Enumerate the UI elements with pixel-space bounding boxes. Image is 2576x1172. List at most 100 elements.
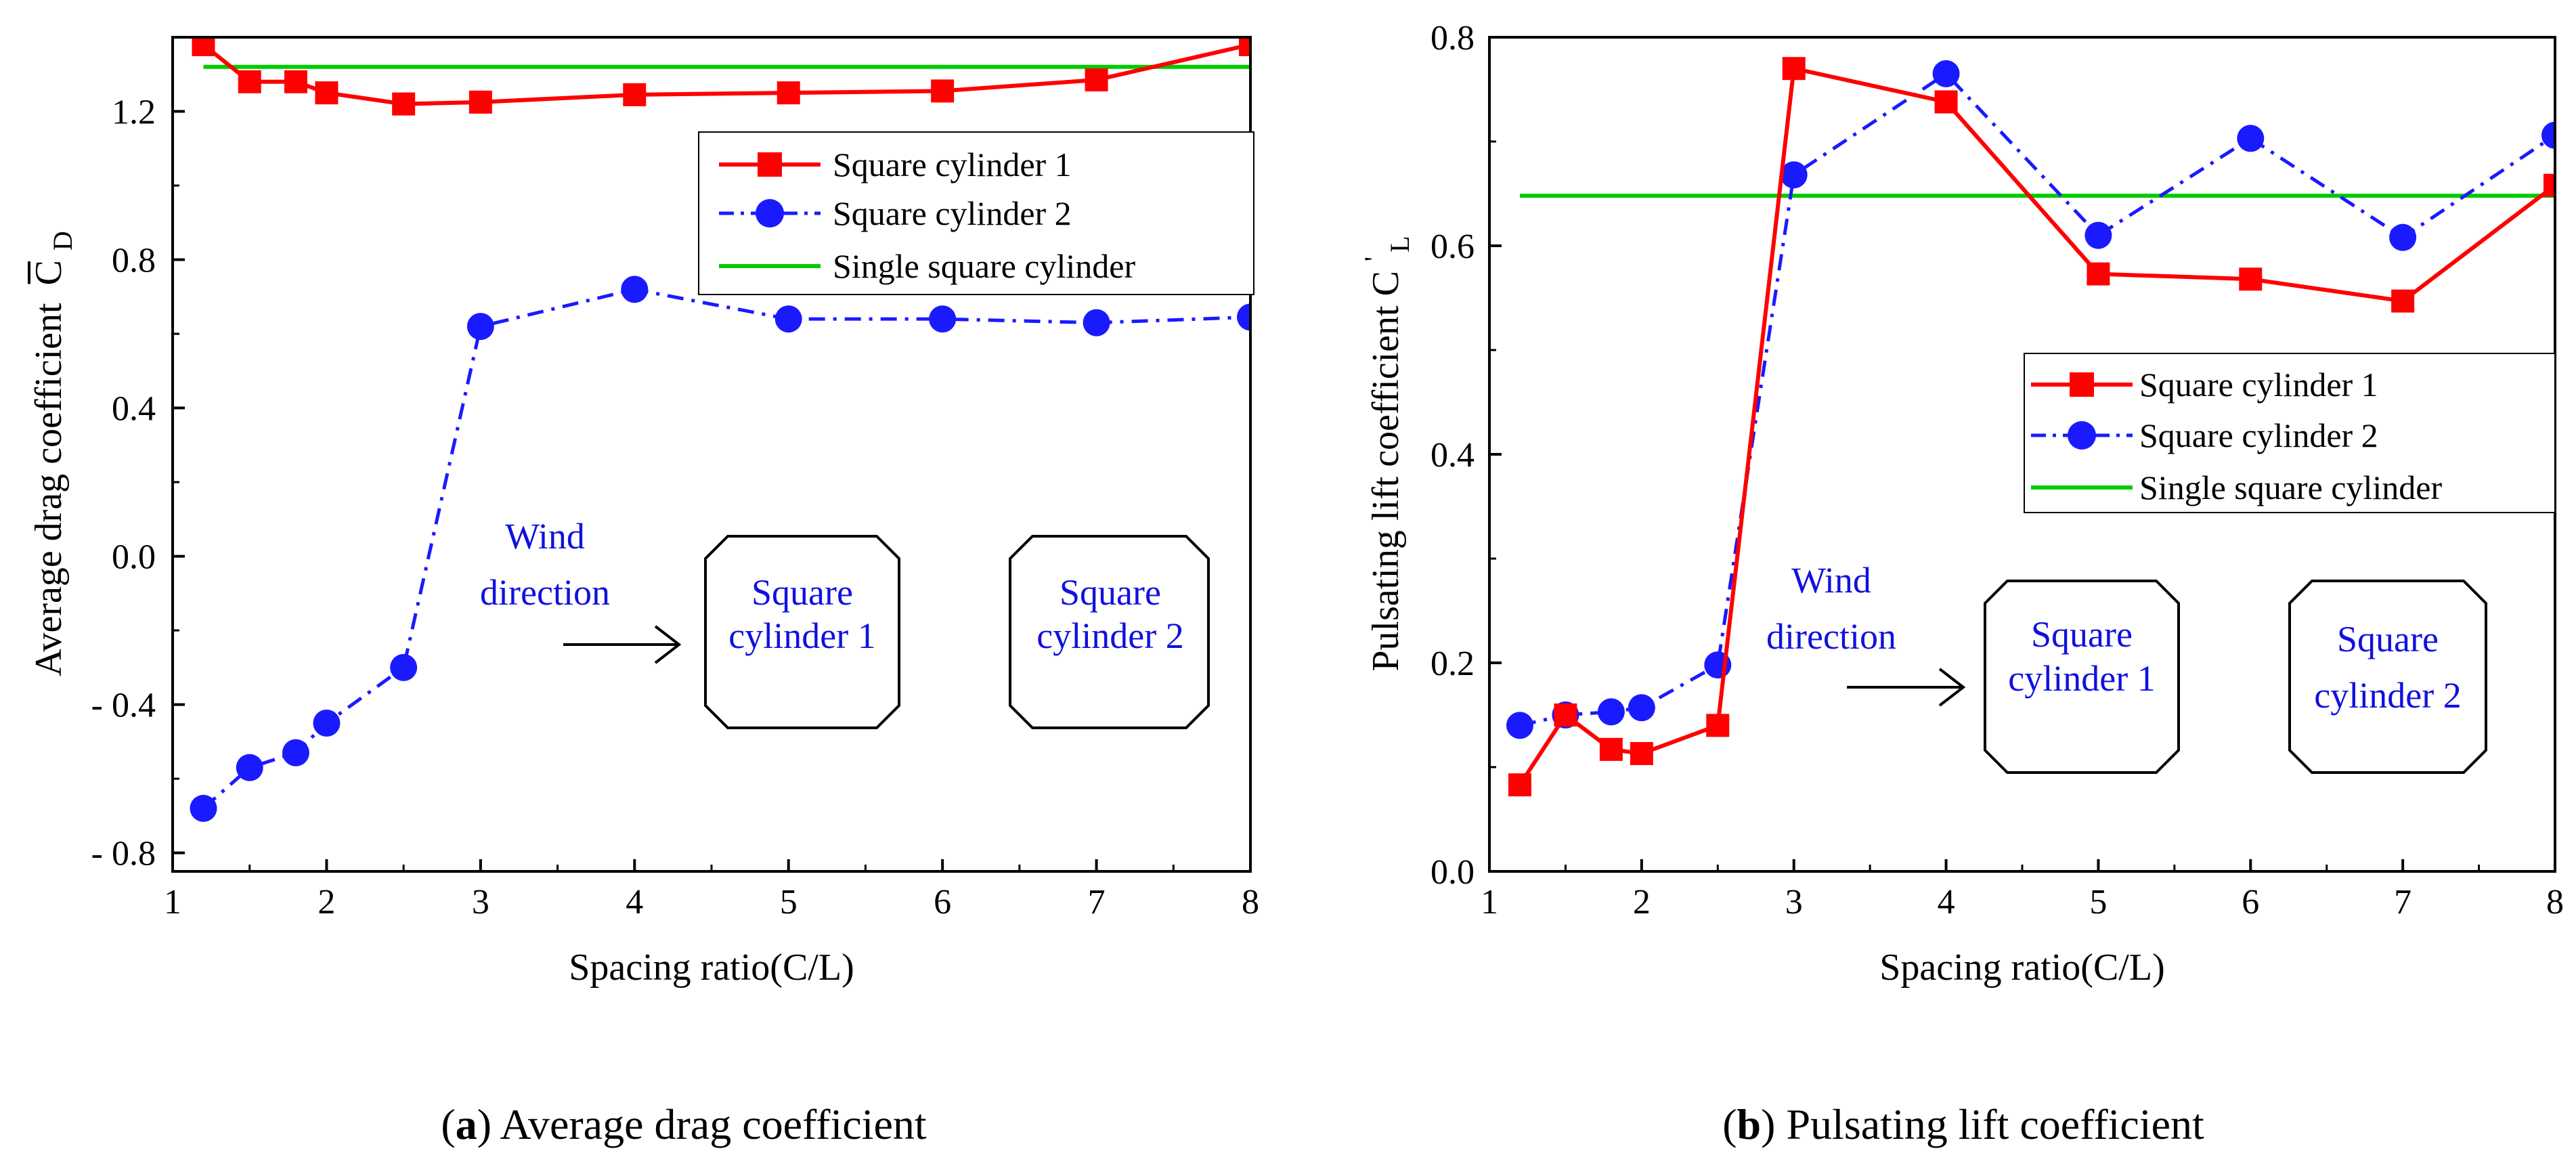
svg-text:Pulsating lift coefficient: Pulsating lift coefficient C ' L [1350, 236, 1415, 671]
panel-a-x-tick-label: 5 [780, 883, 798, 921]
panel-a-series-2-point [190, 794, 217, 822]
panel-a-box1-label-line1: Square [751, 572, 853, 613]
panel-b-series-1-point [1630, 741, 1653, 765]
panel-b-series-1-point [2239, 267, 2263, 291]
panel-b-y-axis-superscript: ' [1359, 257, 1389, 261]
panel-b-series-1-point [1508, 773, 1531, 797]
panel-a-series-2-point [466, 313, 494, 341]
panel-a-x-tick-label: 1 [164, 883, 181, 921]
panel-a-x-tick-label: 6 [934, 883, 951, 921]
panel-b-grid-ticks: 1 2 3 4 5 6 7 8 0.0 0.2 0.4 0.6 0.8 [1431, 19, 2564, 921]
panel-b-caption: (b) Pulsating lift coefficient [1722, 1100, 2204, 1148]
panel-a-plot [190, 37, 1250, 822]
panel-b-series-2-point [1597, 698, 1625, 726]
panel-b-y-tick-label: 0.2 [1431, 645, 1475, 683]
panel-b-y-tick-label: 0.8 [1431, 19, 1475, 58]
panel-b-y-axis-label: Pulsating lift coefficient [1365, 305, 1407, 672]
panel-b-series-2-point [2541, 121, 2555, 149]
panel-a-y-tick-label: - 0.8 [91, 835, 156, 873]
panel-a-legend-label-2: Square cylinder 2 [833, 194, 1072, 232]
panel-a-wind-label-line1: Wind [505, 516, 585, 557]
panel-a-y-axis-label: Average drag coefficient [28, 303, 70, 676]
panel-b-caption-letter: b [1737, 1100, 1762, 1148]
panel-b-x-tick-label: 4 [1938, 883, 1955, 921]
panel-b-y-axis-subscript: L [1384, 236, 1415, 252]
panel-b-wind-label-line2: direction [1766, 616, 1896, 657]
panel-b-x-tick-label: 1 [1481, 883, 1498, 921]
panel-b-series-1-point [2087, 262, 2110, 286]
panel-b-caption-text: Pulsating lift coefficient [1786, 1100, 2204, 1148]
panel-a-x-axis-label: Spacing ratio(C/L) [569, 947, 854, 989]
panel-a-series-2-point [313, 709, 341, 737]
panel-b-x-tick-label: 5 [2089, 883, 2107, 921]
panel-b-y-axis-symbol: C [1365, 271, 1407, 296]
panel-b-x-tick-label: 8 [2546, 883, 2564, 921]
panel-a-box1-label-line2: cylinder 1 [728, 615, 875, 656]
panel-b-series-1-point [1782, 57, 1806, 81]
panel-b-inset: Wind direction Square cylinder 1 Square … [1766, 560, 2487, 774]
panel-b-wind-label-line1: Wind [1791, 560, 1871, 601]
panel-a-inset: Wind direction Square cylinder 1 Square … [480, 516, 1210, 729]
panel-b-x-tick-label: 7 [2394, 883, 2411, 921]
panel-a-legend: Square cylinder 1 Square cylinder 2 Sing… [698, 131, 1254, 295]
panel-a-series-1-point [1085, 68, 1108, 91]
panel-a-caption: (a) Average drag coefficient [441, 1100, 926, 1148]
panel-b-box-cylinder-1 [1984, 580, 2180, 774]
panel-a-y-tick-label: - 0.4 [91, 687, 156, 725]
panel-b: 1 2 3 4 5 6 7 8 0.0 0.2 0.4 0.6 0.8 Wind direction S… [1350, 19, 2564, 1148]
panel-a-wind-arrow [563, 625, 682, 664]
panel-b-x-axis-label: Spacing ratio(C/L) [1879, 947, 2164, 989]
panel-a-legend-entry-2: Square cylinder 2 [719, 194, 1072, 232]
panel-b-box-cylinder-2 [2288, 580, 2487, 774]
panel-a-box2-label-line2: cylinder 2 [1036, 615, 1183, 656]
panel-b-series-2-point [1506, 712, 1533, 739]
panel-a-series-2-point [621, 276, 649, 303]
panel-a-frame [171, 36, 1252, 873]
panel-b-box2-label-line1: Square [2337, 619, 2439, 659]
panel-a-caption-letter: a [456, 1100, 477, 1148]
panel-b-series-2-point [1628, 694, 1655, 722]
panel-b-legend-entry-1: Square cylinder 1 [2031, 366, 2378, 404]
panel-b-box1-label-line1: Square [2031, 614, 2133, 655]
panel-a-series-1-point [192, 37, 215, 56]
panel-a-x-tick-label: 2 [318, 883, 335, 921]
panel-a-series-1-point [777, 81, 800, 105]
panel-a-series-2-line [202, 287, 1250, 810]
panel-b-legend-label-1: Square cylinder 1 [2139, 366, 2378, 404]
panel-a-y-tick-label: 0.4 [112, 390, 156, 429]
panel-a-series-1-point [1239, 37, 1250, 56]
panel-a-box-cylinder-2 [1009, 535, 1210, 729]
panel-a-box2-label-line1: Square [1060, 572, 1161, 613]
panel-a-series-2-point [390, 653, 418, 681]
panel-b-plot [1506, 57, 2555, 797]
panel-a-series-1-point [238, 70, 261, 93]
panel-a-y-axis-label-group: Average drag coefficient C D [28, 231, 78, 676]
panel-a-y-axis-subscript: D [47, 231, 78, 251]
panel-a: 1 2 3 4 5 6 7 8 - 0.8 - 0.4 0.0 0.4 0.8 1.2 Wind dire… [28, 36, 1259, 1148]
panel-b-legend-entry-2: Square cylinder 2 [2031, 416, 2378, 454]
panel-b-x-tick-label: 2 [1633, 883, 1651, 921]
panel-a-series-1-point [392, 92, 416, 116]
panel-b-x-tick-label: 3 [1785, 883, 1803, 921]
panel-b-y-tick-label: 0.0 [1431, 853, 1475, 892]
panel-a-series-2-point [1083, 309, 1110, 337]
panel-a-box-cylinder-1 [704, 535, 900, 729]
panel-b-box1-label-line2: cylinder 1 [2008, 658, 2155, 699]
panel-b-y-tick-label: 0.6 [1431, 227, 1475, 266]
panel-b-y-tick-label: 0.4 [1431, 436, 1475, 475]
panel-b-wind-arrow [1847, 668, 1966, 707]
panel-b-series-2-point [2084, 221, 2112, 249]
panel-a-legend-label-1: Square cylinder 1 [833, 146, 1072, 183]
panel-b-legend: Square cylinder 1 Square cylinder 2 Sing… [2024, 353, 2556, 513]
svg-text:Average drag coefficient: Average drag coefficient C D [28, 231, 78, 676]
panel-b-legend-label-2: Square cylinder 2 [2139, 416, 2378, 454]
panel-b-series-2-point [1780, 161, 1808, 189]
panel-a-x-tick-label: 4 [626, 883, 643, 921]
panel-b-series-1-point [1599, 737, 1623, 761]
panel-b-series-2-point [2389, 223, 2417, 251]
panel-a-y-tick-label: 0.0 [112, 538, 156, 577]
panel-a-wind-label-line2: direction [480, 572, 610, 613]
panel-a-series-2-point [774, 305, 802, 333]
panel-b-legend-entry-3: Single square cylinder [2031, 469, 2442, 506]
